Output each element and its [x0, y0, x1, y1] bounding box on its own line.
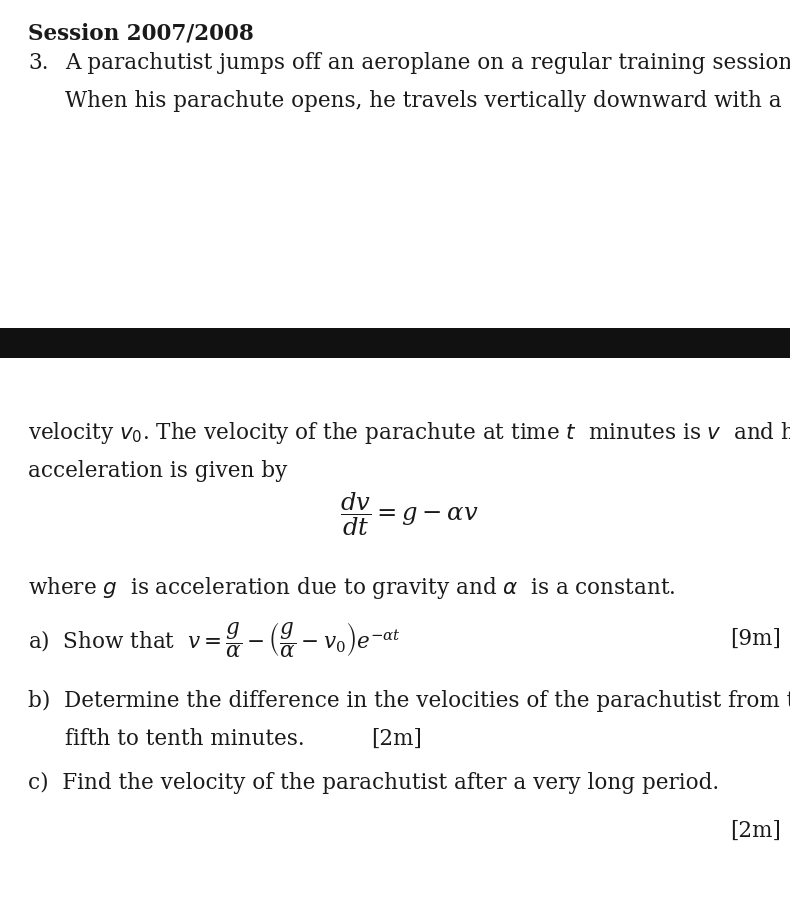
Text: c)  Find the velocity of the parachutist after a very long period.: c) Find the velocity of the parachutist … — [28, 772, 719, 794]
Text: a)  Show that  $v = \dfrac{g}{\alpha} - \left(\dfrac{g}{\alpha} - v_0\right)e^{-: a) Show that $v = \dfrac{g}{\alpha} - \l… — [28, 620, 401, 659]
Text: velocity $v_0$. The velocity of the parachute at time $t$  minutes is $v$  and h: velocity $v_0$. The velocity of the para… — [28, 420, 790, 446]
Text: A parachutist jumps off an aeroplane on a regular training session.: A parachutist jumps off an aeroplane on … — [65, 52, 790, 74]
Text: [9m]: [9m] — [730, 628, 781, 650]
Text: [2m]: [2m] — [371, 728, 422, 750]
Text: where $g$  is acceleration due to gravity and $\alpha$  is a constant.: where $g$ is acceleration due to gravity… — [28, 575, 675, 601]
Bar — [0, 328, 790, 358]
Text: [2m]: [2m] — [730, 820, 781, 842]
Text: 3.: 3. — [28, 52, 48, 74]
Text: b)  Determine the difference in the velocities of the parachutist from the: b) Determine the difference in the veloc… — [28, 690, 790, 712]
Text: fifth to tenth minutes.: fifth to tenth minutes. — [65, 728, 305, 750]
Text: acceleration is given by: acceleration is given by — [28, 460, 288, 482]
Text: When his parachute opens, he travels vertically downward with a: When his parachute opens, he travels ver… — [65, 90, 781, 112]
Text: Session 2007/2008: Session 2007/2008 — [28, 22, 254, 44]
Text: $\dfrac{dv}{dt} = g - \alpha v$: $\dfrac{dv}{dt} = g - \alpha v$ — [340, 490, 478, 538]
